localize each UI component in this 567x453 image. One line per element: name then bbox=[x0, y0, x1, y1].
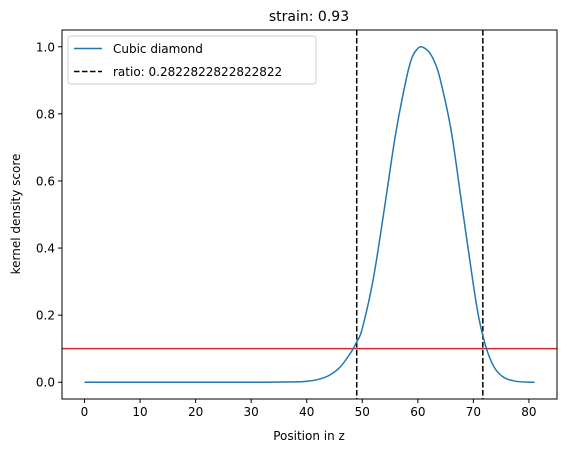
y-tick-label: 0.2 bbox=[36, 309, 55, 323]
x-axis-label: Position in z bbox=[273, 429, 345, 443]
legend-label-series: Cubic diamond bbox=[113, 42, 203, 56]
y-axis-label: kernel density score bbox=[9, 154, 23, 275]
x-tick-label: 70 bbox=[466, 405, 481, 419]
x-tick-label: 10 bbox=[132, 405, 147, 419]
y-tick-label: 0.6 bbox=[36, 174, 55, 188]
legend-label-ratio: ratio: 0.2822822822822822 bbox=[113, 65, 282, 79]
y-axis-ticks: 0.0 0.2 0.4 0.6 0.8 1.0 bbox=[36, 40, 62, 390]
x-tick-label: 60 bbox=[410, 405, 425, 419]
series-line bbox=[84, 45, 535, 384]
plot-frame bbox=[61, 29, 558, 400]
x-tick-label: 50 bbox=[355, 405, 370, 419]
y-tick-label: 0.0 bbox=[36, 376, 55, 390]
y-tick-label: 0.4 bbox=[36, 242, 55, 256]
x-tick-label: 20 bbox=[188, 405, 203, 419]
y-tick-label: 0.8 bbox=[36, 107, 55, 121]
y-tick-label: 1.0 bbox=[36, 40, 55, 54]
x-tick-label: 0 bbox=[81, 405, 89, 419]
chart-title: strain: 0.93 bbox=[269, 9, 349, 25]
x-tick-label: 40 bbox=[299, 405, 314, 419]
x-tick-label: 30 bbox=[244, 405, 259, 419]
x-axis-ticks: 0 10 20 30 40 50 60 70 80 bbox=[81, 399, 537, 419]
series-layer bbox=[84, 45, 535, 384]
legend: Cubic diamond ratio: 0.2822822822822822 bbox=[67, 35, 317, 85]
plot-area bbox=[61, 29, 558, 400]
x-tick-label: 80 bbox=[521, 405, 536, 419]
legend-box bbox=[67, 35, 317, 85]
